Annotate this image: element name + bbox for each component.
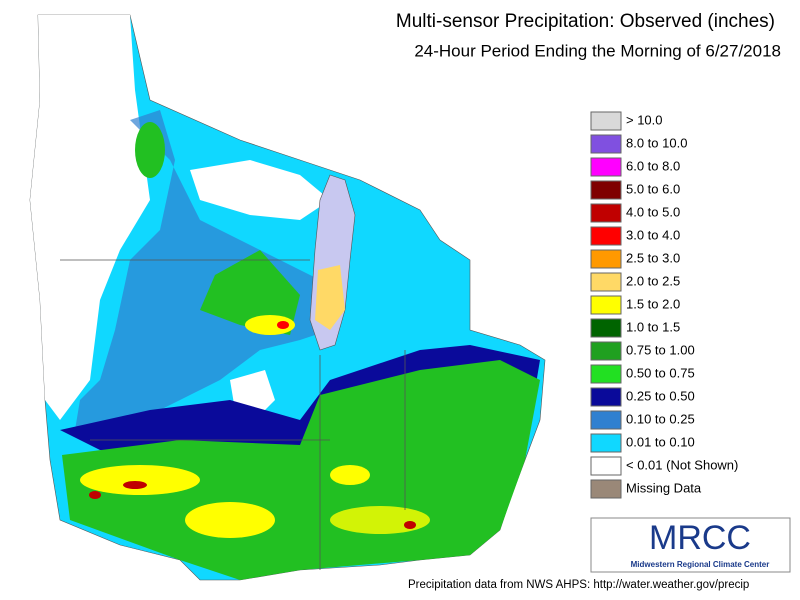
footer: Precipitation data from NWS AHPS: http:/… [408,579,749,591]
legend-label: 0.10 to 0.25 [626,411,695,426]
legend-swatch [590,249,622,269]
region-dry [30,15,150,420]
region-extreme [277,321,289,329]
legend-swatch [590,479,622,499]
legend-swatch [590,111,622,131]
legend-label: 0.01 to 0.10 [626,434,695,449]
subtitle: 24-Hour Period Ending the Morning of 6/2… [414,41,781,60]
legend-label: 0.25 to 0.50 [626,388,695,403]
region-extreme [123,481,147,489]
legend-label: 1.0 to 1.5 [626,319,680,334]
legend-label: 6.0 to 8.0 [626,158,680,173]
region-heavy [330,506,430,534]
legend-label: 8.0 to 10.0 [626,135,687,150]
legend-swatch [590,157,622,177]
region-heavy [330,465,370,485]
legend-swatch [590,203,622,223]
lake-heavy [315,265,345,330]
precip-map [29,14,546,581]
region-wet [200,250,300,335]
legend-swatch [590,134,622,154]
region-extreme [404,521,416,529]
legend-label: 2.5 to 3.0 [626,250,680,265]
legend-label: 0.50 to 0.75 [626,365,695,380]
logo-box [590,517,791,573]
legend-swatch [590,456,622,476]
legend-swatch [590,387,622,407]
legend-label: 2.0 to 2.5 [626,273,680,288]
region-heavy [245,315,295,335]
legend-swatch [590,341,622,361]
region-heavy [80,465,200,495]
region-medium [75,110,330,430]
legend-swatch [590,433,622,453]
legend-label: 1.5 to 2.0 [626,296,680,311]
legend-swatch [590,364,622,384]
legend-swatch [590,410,622,430]
legend-label: 5.0 to 6.0 [626,181,680,196]
legend-label: Missing Data [626,480,702,495]
title: Multi-sensor Precipitation: Observed (in… [396,11,775,32]
legend-swatch [590,272,622,292]
legend-swatch [590,180,622,200]
legend: > 10.0 8.0 to 10.0 6.0 to 8.0 5.0 to 6.0 4.0… [590,111,738,499]
logo-name: MRCC [649,519,751,557]
region-wet [135,122,165,178]
legend-label: 3.0 to 4.0 [626,227,680,242]
legend-label: > 10.0 [626,112,663,127]
region-extreme [89,491,101,499]
region-dry [190,160,330,220]
legend-label: 4.0 to 5.0 [626,204,680,219]
region-heavy [185,502,275,538]
legend-label: < 0.01 (Not Shown) [626,457,738,472]
legend-label: 0.75 to 1.00 [626,342,695,357]
legend-swatch [590,318,622,338]
legend-swatch [590,226,622,246]
logo-full-name: Midwestern Regional Climate Center [631,560,770,569]
legend-swatch [590,295,622,315]
